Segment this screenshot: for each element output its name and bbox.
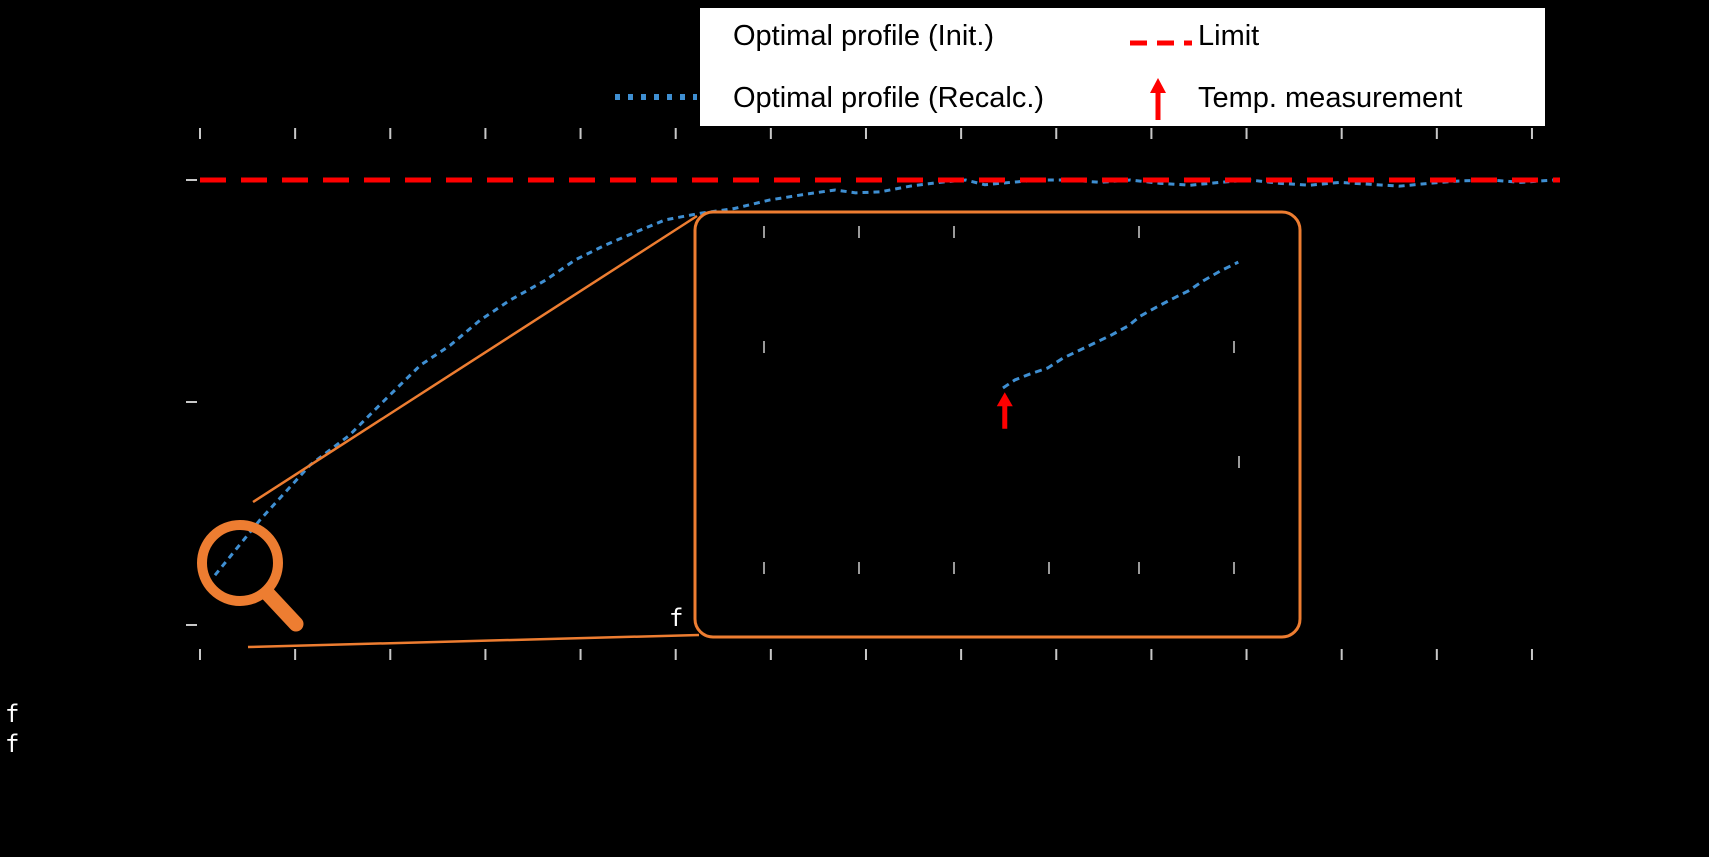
dashed-line-icon [1130,40,1192,46]
magnifier-icon [197,520,283,606]
legend-label-limit: Limit [1198,20,1260,52]
legend: Optimal profile (Init.) Optimal profile … [700,8,1545,126]
legend-label-optimal-recalc: Optimal profile (Recalc.) [733,82,1045,114]
up-arrow-icon [1150,78,1166,120]
zoom-connector-top [252,214,698,504]
stray-glyph-bottom-1: f [5,700,20,728]
legend-sample-arrow-head [1150,78,1166,93]
inset-recalc-curve [1002,260,1239,390]
legend-label-optimal-init: Optimal profile (Init.) [733,20,995,52]
series-dotted-line [213,178,1555,577]
temp-measurement-arrow-head [996,392,1013,407]
annotations [197,33,700,649]
series-lines [200,177,1560,577]
legend-label-temp-measurement: Temp. measurement [1198,82,1463,114]
stray-glyph-inset-corner: f [669,604,684,632]
axis-ticks [186,128,1533,660]
stray-glyph-bottom-2: f [5,730,20,758]
magnifier-handle [260,586,304,632]
inset-frame [693,210,1302,639]
zoom-inset [693,210,1302,639]
zoom-connector-bottom [247,633,700,649]
